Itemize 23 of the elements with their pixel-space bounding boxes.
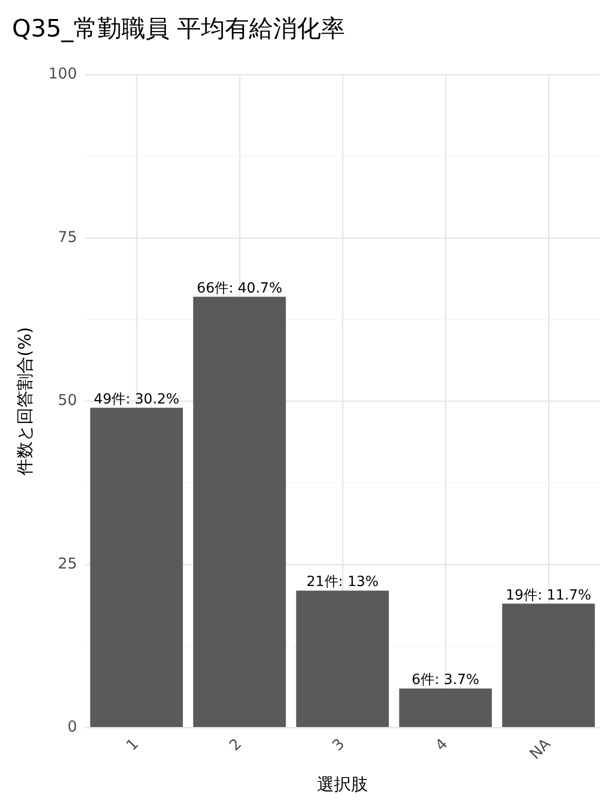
bar xyxy=(502,604,595,727)
data-label: 19件: 11.7% xyxy=(506,587,592,604)
y-tick-label: 0 xyxy=(67,718,78,736)
data-label: 21件: 13% xyxy=(306,574,379,590)
data-label: 66件: 40.7% xyxy=(196,280,282,296)
x-tick-label: NA xyxy=(526,734,555,763)
y-tick-label: 75 xyxy=(58,228,78,246)
bar xyxy=(399,688,492,727)
data-label: 6件: 3.7% xyxy=(412,672,480,688)
x-tick-label: 1 xyxy=(122,734,142,754)
y-tick-label: 50 xyxy=(58,391,78,410)
chart-title: Q35_常勤職員 平均有給消化率 xyxy=(12,14,346,43)
y-axis-title: 件数と回答割合(%) xyxy=(16,327,36,476)
x-tick-label: 2 xyxy=(226,734,246,754)
data-label: 49件: 30.2% xyxy=(94,391,180,408)
bar xyxy=(90,408,183,727)
y-tick-label: 100 xyxy=(48,64,78,83)
bar xyxy=(193,296,286,727)
bar xyxy=(296,590,389,727)
x-tick-label: 4 xyxy=(432,734,452,754)
y-tick-label: 25 xyxy=(58,554,78,572)
x-tick-label: 3 xyxy=(328,734,348,754)
x-axis-title: 選択肢 xyxy=(317,775,368,796)
